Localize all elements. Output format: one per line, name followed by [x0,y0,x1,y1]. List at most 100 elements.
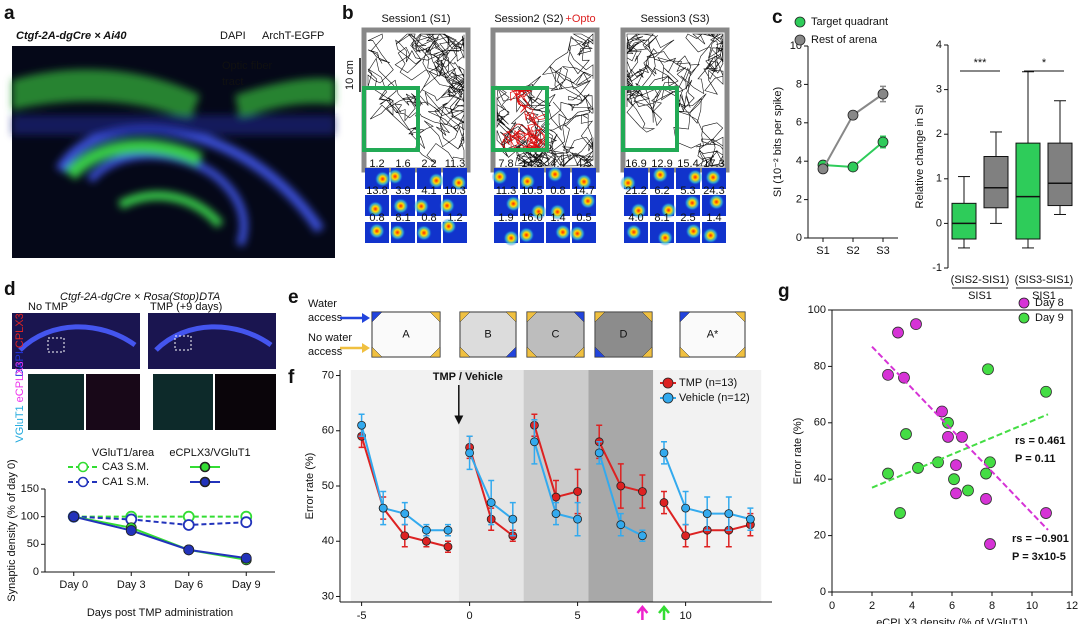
data-point [882,467,894,480]
legend-label: Target quadrant [811,16,888,28]
heatmap-label: 2.5 [680,212,695,224]
heatmap-label: 0.8 [421,212,436,224]
heatmap-label: 16.9 [625,158,646,170]
stain-label: ArchT-EGFP [262,30,324,42]
y-tick-label: 60 [814,417,826,429]
heatmap-label: 7.8 [498,158,513,170]
legend-marker [1018,297,1030,309]
data-point [898,371,910,384]
heatmap-field [620,174,637,191]
cue-label: access [308,346,343,358]
x-tick-label: 0 [829,600,835,612]
heatmap-field [579,193,596,210]
data-point [962,484,974,497]
heatmap-field [554,224,571,241]
heatmap-field [491,168,508,185]
y-tick-label: 50 [322,480,334,492]
session-suffix: +Opto [565,13,595,25]
group-label: (SIS3-SIS1) [1015,274,1074,286]
session-title: Session3 (S3) [640,13,709,25]
data-point [877,136,889,148]
heatmap-label: 0.5 [576,212,591,224]
data-point [125,525,137,536]
heatmap-label: 21.2 [625,185,646,197]
data-point [443,525,453,535]
data-point [956,430,968,443]
y-tick-label: 40 [322,535,334,547]
heatmap-label: 11.3 [496,185,517,197]
data-point [746,514,755,524]
context-box [371,311,441,358]
heatmap-label: 1.9 [498,212,513,224]
y-tick-label: 100 [21,511,39,523]
heatmap-label: 17.3 [703,158,724,170]
panel-letter: c [772,7,783,28]
y-tick-label: 6 [796,117,802,129]
heatmap-label: 1.4 [706,212,721,224]
data-point [948,473,960,486]
y-axis-label: Relative change in SI [914,105,926,209]
x-tick-label: 0 [467,610,473,622]
x-tick-label: S3 [876,245,889,257]
legend-label: Day 9 [1035,312,1064,324]
y-tick-label: 2 [936,128,942,140]
data-point [1040,385,1052,398]
cue-arrowhead [362,343,370,353]
heatmap-field [625,224,642,241]
y-tick-label: 0 [33,566,39,578]
cue-arrowhead [362,313,370,323]
y-tick-label: 0 [796,232,802,244]
stain-label: DAPI [220,30,246,42]
fit-line [871,413,1049,489]
series-line [73,515,247,560]
corner-cue [641,311,653,323]
heatmap-label: 1.2 [369,158,384,170]
x-axis-label: Days post TMP administration [87,607,233,619]
heatmap-field [684,194,701,211]
target-quadrant [491,86,549,152]
hippocampus-image [12,46,335,258]
data-point [551,492,561,502]
box [983,156,1009,209]
heatmap-field [660,202,677,219]
y-tick-label: -1 [932,262,942,274]
heatmap-field [569,225,586,242]
annotation: rs = −0.901 [1012,533,1069,545]
heatmap-label: 0.8 [550,185,565,197]
panel-letter: f [288,367,295,388]
heatmap-label: 8.1 [395,212,410,224]
x-tick-label: 4 [909,600,915,612]
data-point [847,109,859,121]
trajectory [367,33,465,164]
x-tick-label: 8 [989,600,995,612]
heatmap-field [503,230,520,247]
data-point [900,428,912,440]
y-axis-label: Synaptic density (% of day 0) [6,459,18,601]
legend-label: Day 8 [1035,297,1064,309]
heatmap-field [652,166,669,183]
context-label: C [552,328,560,340]
day-arrow [636,605,649,620]
context-label: B [484,328,491,340]
corner-cue [429,346,441,358]
corner-cue [594,311,606,323]
data-point [638,487,647,496]
session-title: Session2 (S2) +Opto [494,13,595,25]
fit-line [871,345,1049,531]
x-tick-label: 6 [949,600,955,612]
heatmap-field [440,218,457,235]
heatmap-label: 6.2 [654,185,669,197]
condition-label: No TMP [28,301,68,313]
corner-cue [573,346,585,358]
heatmap-label: 4.1 [421,185,436,197]
data-point [378,503,388,513]
heatmap-field [530,203,547,220]
box [1047,142,1073,207]
heatmap-field [367,200,384,217]
stain-name: DAPI [14,351,26,377]
stain-name: eCPLX3 [14,361,26,402]
y-tick-label: 50 [27,538,39,550]
corner-cue [734,311,746,323]
y-tick-label: 20 [814,530,826,542]
